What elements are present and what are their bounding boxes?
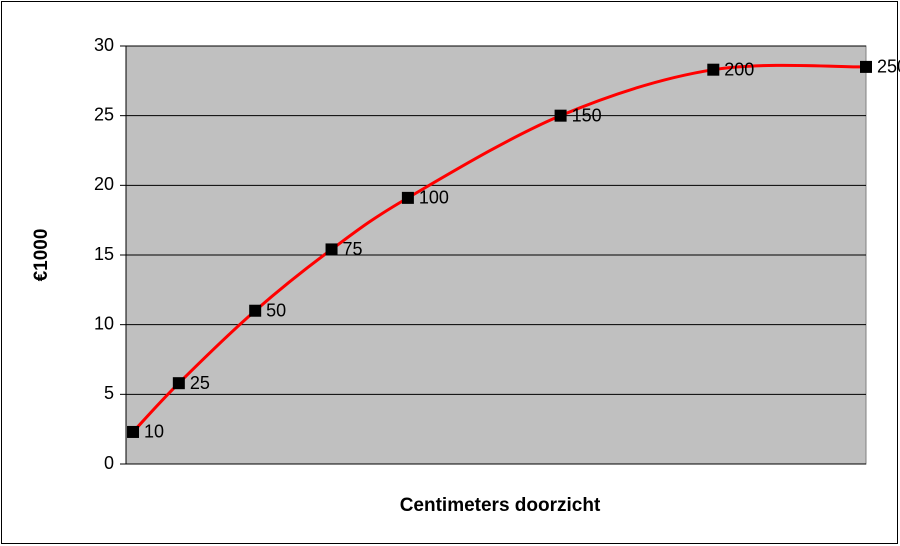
data-label: 100 (419, 188, 449, 208)
y-axis-title: €1000 (31, 229, 52, 282)
y-tick-label: 15 (94, 244, 114, 264)
data-label: 50 (266, 300, 286, 320)
y-tick-label: 20 (94, 174, 114, 194)
marker (707, 63, 720, 76)
marker (172, 377, 185, 390)
marker (554, 109, 567, 122)
x-axis-title: Centimeters doorzicht (400, 495, 601, 516)
y-tick-label: 10 (94, 313, 114, 333)
marker (860, 60, 872, 73)
data-label: 200 (724, 59, 754, 79)
marker (249, 304, 262, 317)
data-label: 10 (144, 422, 164, 442)
data-label: 150 (572, 105, 602, 125)
marker (401, 191, 414, 204)
y-tick-label: 0 (104, 453, 114, 473)
data-label: 25 (190, 373, 210, 393)
marker (325, 243, 338, 256)
y-tick-label: 5 (104, 383, 114, 403)
y-tick-label: 25 (94, 104, 114, 124)
y-tick-label: 30 (94, 35, 114, 55)
marker (127, 425, 140, 438)
data-label: 250 (877, 57, 900, 77)
data-label: 75 (343, 239, 363, 259)
